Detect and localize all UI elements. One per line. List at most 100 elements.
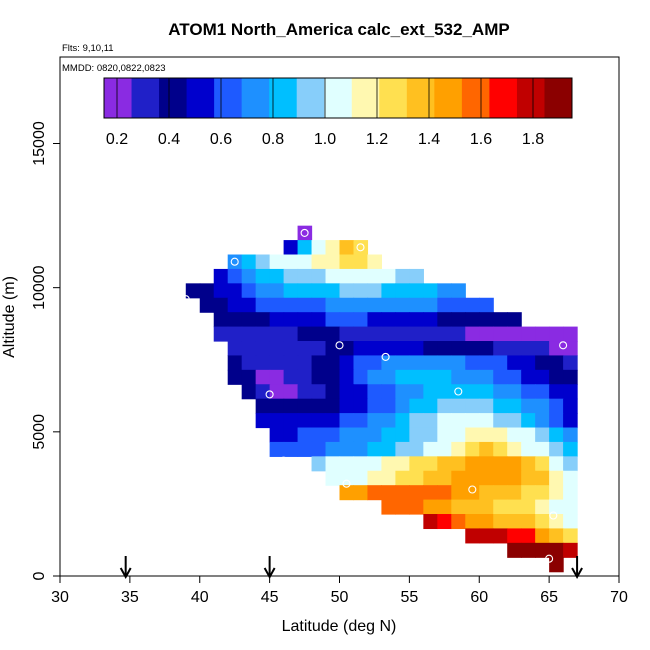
heatmap-cell — [227, 297, 243, 313]
dates-annotation: MMDD: 0820,0822,0823 — [62, 63, 166, 74]
heatmap-cell — [563, 384, 578, 400]
heatmap-cell — [283, 254, 299, 270]
heatmap-cell — [395, 341, 410, 357]
heatmap-cell — [507, 542, 522, 558]
heatmap-cell — [227, 283, 243, 299]
heatmap-cell — [381, 312, 396, 328]
heatmap-cell — [465, 456, 480, 472]
heatmap-cell — [353, 441, 369, 457]
heatmap-cell — [367, 456, 383, 472]
heatmap-cell — [395, 398, 410, 414]
colorbar-tick-label: 0.2 — [106, 131, 128, 148]
x-axis-label: Latitude (deg N) — [282, 618, 397, 635]
heatmap-cell — [185, 283, 201, 299]
heatmap-cell — [493, 312, 508, 328]
heatmap-cell — [507, 470, 522, 486]
heatmap-cell — [535, 369, 550, 385]
heatmap-cell — [367, 355, 383, 371]
colorbar-tick-label: 0.4 — [158, 131, 180, 148]
heatmap-cell — [479, 312, 494, 328]
heatmap-cell — [437, 456, 452, 472]
colorbar-segment — [489, 78, 518, 118]
heatmap-cell — [353, 369, 369, 385]
heatmap-cell — [479, 456, 494, 472]
heatmap-cell — [353, 355, 369, 371]
heatmap-cell — [437, 441, 452, 457]
sample-point — [381, 352, 390, 361]
heatmap-cell — [409, 499, 424, 515]
heatmap-cell — [409, 441, 424, 457]
heatmap-cell — [283, 240, 299, 256]
heatmap-cell — [297, 254, 313, 270]
heatmap-cell — [409, 312, 424, 328]
heatmap-cell — [437, 514, 452, 530]
heatmap-cell — [549, 542, 564, 558]
heatmap-cell — [409, 398, 424, 414]
heatmap-cell — [507, 384, 522, 400]
heatmap-cell — [283, 297, 299, 313]
colorbar-segment — [186, 78, 215, 118]
heatmap-cell — [381, 441, 396, 457]
heatmap-cell — [465, 297, 480, 313]
sample-point — [549, 511, 558, 520]
heatmap-cell — [367, 470, 383, 486]
x-tick-label: 50 — [331, 589, 349, 606]
heatmap-cell — [311, 355, 327, 371]
heatmap-cell — [381, 427, 396, 443]
heatmap-cell — [255, 254, 271, 270]
heatmap-cell — [451, 470, 466, 486]
heatmap-cell — [423, 413, 438, 429]
heatmap-cell — [311, 456, 327, 472]
heatmap-cell — [507, 499, 522, 515]
heatmap-cell — [283, 326, 299, 342]
heatmap-cell — [395, 413, 410, 429]
heatmap-cell — [521, 528, 536, 544]
heatmap-cell — [409, 283, 424, 299]
heatmap-cell — [395, 470, 410, 486]
heatmap-cell — [269, 341, 285, 357]
heatmap-cell — [227, 341, 243, 357]
heatmap-cell — [479, 341, 494, 357]
heatmap-cell — [353, 485, 369, 501]
heatmap-cell — [423, 485, 438, 501]
heatmap-cell — [451, 326, 466, 342]
heatmap-cell — [535, 441, 550, 457]
heatmap-cell — [507, 369, 522, 385]
heatmap-cell — [549, 398, 564, 414]
heatmap-cell — [535, 326, 550, 342]
heatmap-cell — [451, 355, 466, 371]
heatmap-cell — [339, 283, 355, 299]
heatmap-cell — [535, 413, 550, 429]
heatmap-cell — [381, 456, 396, 472]
heatmap-cell — [465, 341, 480, 357]
heatmap-cell — [493, 485, 508, 501]
heatmap-cell — [367, 427, 383, 443]
heatmap-cell — [479, 514, 494, 530]
heatmap-cell — [437, 341, 452, 357]
heatmap-cell — [269, 297, 285, 313]
heatmap-cell — [367, 413, 383, 429]
heatmap-cell — [535, 470, 550, 486]
heatmap-cell — [521, 441, 536, 457]
colorbar-segment — [214, 78, 243, 118]
heatmap-cell — [213, 268, 229, 284]
heatmap-cell — [339, 326, 355, 342]
heatmap-cell — [325, 413, 341, 429]
heatmap-cell — [241, 369, 257, 385]
heatmap-cell — [381, 326, 396, 342]
heatmap-cell — [367, 268, 383, 284]
heatmap-cell — [563, 326, 578, 342]
heatmap-cell — [325, 326, 341, 342]
heatmap-cell — [255, 297, 271, 313]
heatmap-cell — [339, 427, 355, 443]
heatmap-cell — [367, 341, 383, 357]
heatmap-cell — [283, 369, 299, 385]
heatmap-cell — [563, 441, 578, 457]
heatmap-cell — [507, 341, 522, 357]
heatmap-cell — [227, 326, 243, 342]
heatmap-cell — [311, 441, 327, 457]
heatmap-cell — [409, 341, 424, 357]
heatmap-cell — [493, 369, 508, 385]
heatmap-cell — [283, 384, 299, 400]
